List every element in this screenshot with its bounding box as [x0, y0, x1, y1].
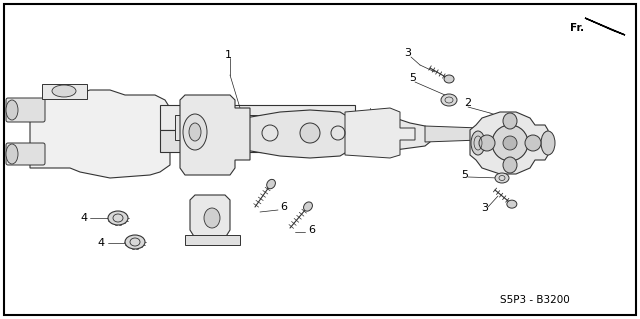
Ellipse shape — [492, 125, 528, 161]
Text: 6: 6 — [280, 202, 287, 212]
Bar — [160, 130, 355, 152]
Text: 4: 4 — [98, 238, 105, 248]
Polygon shape — [190, 195, 230, 240]
Ellipse shape — [503, 136, 517, 150]
Ellipse shape — [6, 144, 18, 164]
Text: Fr.: Fr. — [570, 23, 584, 33]
Polygon shape — [180, 95, 250, 175]
Bar — [175, 115, 340, 140]
Ellipse shape — [525, 135, 541, 151]
Ellipse shape — [495, 173, 509, 183]
Ellipse shape — [507, 200, 517, 208]
Ellipse shape — [183, 114, 207, 150]
Ellipse shape — [303, 202, 312, 211]
Ellipse shape — [267, 179, 275, 189]
Ellipse shape — [300, 123, 320, 143]
Polygon shape — [350, 118, 430, 150]
Text: S5P3 - B3200: S5P3 - B3200 — [500, 295, 570, 305]
Text: 3: 3 — [481, 203, 488, 213]
Bar — [42, 84, 87, 99]
Text: 6: 6 — [308, 225, 315, 235]
FancyBboxPatch shape — [6, 143, 45, 165]
Polygon shape — [470, 112, 548, 174]
Ellipse shape — [503, 113, 517, 129]
Ellipse shape — [52, 85, 76, 97]
Polygon shape — [425, 126, 490, 142]
Bar — [185, 235, 240, 245]
Ellipse shape — [204, 208, 220, 228]
Ellipse shape — [6, 100, 18, 120]
Ellipse shape — [479, 135, 495, 151]
Ellipse shape — [444, 75, 454, 83]
Ellipse shape — [125, 235, 145, 249]
Polygon shape — [585, 18, 625, 35]
Text: 5: 5 — [461, 170, 468, 180]
Ellipse shape — [108, 211, 128, 225]
Ellipse shape — [503, 157, 517, 173]
Bar — [160, 105, 355, 130]
Ellipse shape — [441, 94, 457, 106]
FancyBboxPatch shape — [6, 98, 45, 122]
Text: 4: 4 — [81, 213, 88, 223]
Text: 2: 2 — [465, 98, 472, 108]
Text: 5: 5 — [410, 73, 417, 83]
Polygon shape — [245, 110, 350, 158]
Polygon shape — [345, 108, 415, 158]
Ellipse shape — [541, 131, 555, 155]
Text: 1: 1 — [225, 50, 232, 60]
Ellipse shape — [189, 123, 201, 141]
Text: 3: 3 — [404, 48, 412, 58]
Polygon shape — [30, 90, 170, 178]
Ellipse shape — [471, 131, 485, 155]
